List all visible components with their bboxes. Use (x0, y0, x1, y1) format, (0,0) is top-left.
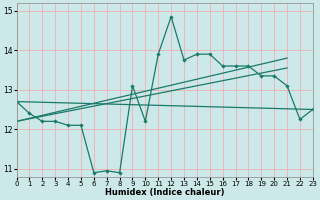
X-axis label: Humidex (Indice chaleur): Humidex (Indice chaleur) (105, 188, 224, 197)
